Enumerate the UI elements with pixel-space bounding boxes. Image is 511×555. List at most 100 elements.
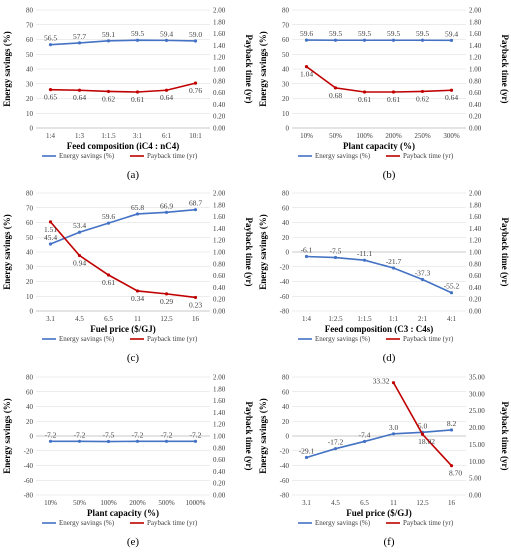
data-point	[194, 82, 197, 85]
data-label: 0.61	[102, 278, 115, 287]
y2-tick-label: 0.00	[213, 308, 226, 316]
data-point	[78, 89, 81, 92]
y2-tick-label: 1.60	[469, 213, 482, 221]
x-tick-label: 500%	[158, 499, 175, 507]
data-label: 0.62	[102, 94, 115, 103]
y-tick-label: -20	[280, 447, 290, 455]
y2-tick-label: 0.60	[469, 272, 482, 280]
data-point	[49, 220, 52, 223]
x-tick-label: 1:4	[302, 315, 311, 323]
y-tick-label: -40	[24, 462, 34, 470]
y-tick-label: 0	[30, 308, 34, 316]
legend-entry: Payback time (yr)	[403, 519, 454, 527]
y-axis-label: Energy savings (%)	[258, 214, 268, 290]
y-axis-label: Energy savings (%)	[2, 398, 12, 474]
legend-entry: Energy savings (%)	[315, 152, 371, 160]
data-label: 0.76	[189, 86, 202, 95]
legend-entry: Payback time (yr)	[147, 335, 198, 343]
data-label: 59.1	[102, 30, 115, 39]
legend-entry: Energy savings (%)	[59, 519, 115, 527]
data-point	[78, 41, 81, 44]
x-tick-label: 250%	[414, 132, 431, 140]
y-tick-label: 80	[282, 7, 290, 15]
data-label: 59.6	[300, 29, 313, 38]
data-point	[165, 292, 168, 295]
data-point	[194, 296, 197, 299]
y2-tick-label: 1.40	[213, 225, 226, 233]
y2-tick-label: 1.80	[213, 201, 226, 209]
y-tick-label: 80	[282, 190, 290, 198]
data-label: 53.4	[73, 221, 86, 230]
panel-label: (d)	[383, 352, 396, 364]
y2-tick-label: 0.20	[469, 113, 482, 121]
y-tick-label: 30	[26, 263, 34, 271]
y-tick-label: -20	[24, 447, 34, 455]
x-tick-label: 10%	[300, 132, 313, 140]
y-tick-label: 0	[286, 125, 290, 133]
data-point	[165, 440, 168, 443]
y2-tick-label: 30.00	[469, 390, 485, 398]
y-tick-label: 40	[26, 249, 34, 257]
data-point	[334, 256, 337, 259]
data-point	[165, 39, 168, 42]
data-label: 59.4	[445, 29, 458, 38]
y-tick-label: 20	[26, 418, 34, 426]
x-axis-label: Fuel price ($/GJ)	[346, 508, 411, 518]
y-tick-label: 0	[286, 433, 290, 441]
data-point	[392, 39, 395, 42]
y2-tick-label: 1.40	[469, 225, 482, 233]
y-tick-label: 70	[282, 21, 290, 29]
y-tick-label: 10	[282, 110, 290, 118]
x-tick-label: 300%	[443, 132, 460, 140]
y-tick-label: -40	[280, 278, 290, 286]
chart-panel: -80-60-40-200204060800.000.200.400.600.8…	[2, 374, 254, 549]
panel-label: (e)	[127, 536, 140, 548]
y-tick-label: 70	[26, 21, 34, 29]
data-label: 59.5	[358, 29, 371, 38]
y2-tick-label: 2.00	[213, 7, 226, 15]
data-label: -7.2	[132, 430, 144, 439]
data-label: 3.0	[389, 423, 399, 432]
legend-entry: Payback time (yr)	[403, 335, 454, 343]
y-tick-label: 30	[282, 80, 290, 88]
y2-tick-label: 0.20	[213, 296, 226, 304]
data-point	[136, 212, 139, 215]
x-tick-label: 6.5	[360, 499, 369, 507]
y2-tick-label: 0.00	[469, 308, 482, 316]
data-label: -7.2	[45, 430, 57, 439]
y2-tick-label: 1.60	[469, 30, 482, 38]
data-point	[305, 65, 308, 68]
data-point	[392, 90, 395, 93]
data-label: 0.23	[189, 300, 202, 309]
x-tick-label: 3:1	[133, 132, 142, 140]
y2-tick-label: 35.00	[469, 374, 485, 382]
x-tick-label: 12.5	[160, 315, 173, 323]
y2-tick-label: 1.80	[469, 201, 482, 209]
y2-tick-label: 0.60	[213, 272, 226, 280]
data-point	[107, 440, 110, 443]
data-point	[49, 43, 52, 46]
data-point	[107, 221, 110, 224]
y-tick-label: 80	[282, 374, 290, 382]
data-point	[421, 39, 424, 42]
legend-entry: Payback time (yr)	[403, 152, 454, 160]
data-point	[49, 88, 52, 91]
y2-tick-label: 1.40	[469, 42, 482, 50]
legend-entry: Energy savings (%)	[315, 335, 371, 343]
y-tick-label: 0	[286, 249, 290, 257]
y2-tick-label: 0.80	[213, 260, 226, 268]
y2-tick-label: 0.20	[213, 113, 226, 121]
x-tick-label: 10:1	[189, 132, 202, 140]
data-label: 1.04	[300, 70, 313, 79]
y-tick-label: 60	[26, 388, 34, 396]
chart-panel: -80-60-40-200204060800.005.0010.0015.002…	[258, 374, 510, 549]
y-tick-label: 60	[26, 36, 34, 44]
y-tick-label: 60	[26, 219, 34, 227]
y-axis-label: Energy savings (%)	[2, 31, 12, 107]
data-point	[107, 90, 110, 93]
y2-axis-label: Payback time (yr)	[244, 218, 254, 287]
x-tick-label: 6:1	[162, 132, 171, 140]
data-label: 68.7	[189, 199, 202, 208]
x-tick-label: 1:2.5	[328, 315, 343, 323]
data-label: -21.7	[386, 257, 402, 266]
